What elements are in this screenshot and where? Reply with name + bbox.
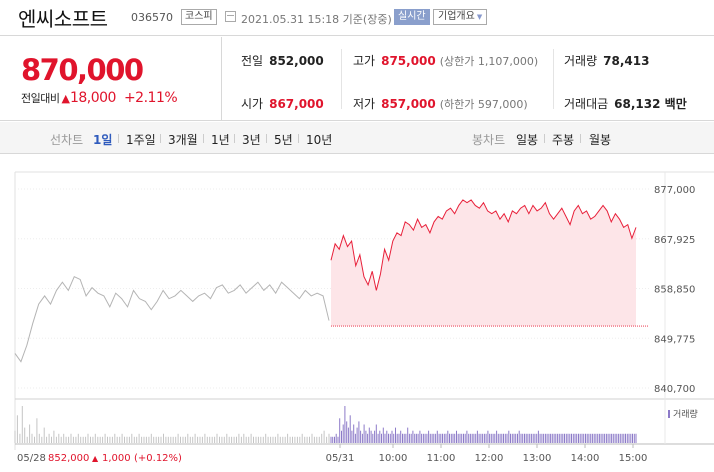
prev-day-price: 852,000 <box>48 453 89 464</box>
company-overview-dropdown[interactable]: 기업개요 ▼ <box>433 9 488 25</box>
y-axis-ticks: 877,000 867,925 858,850 849,775 840,700 <box>654 185 695 395</box>
divider <box>298 134 299 143</box>
x-tick-label: 11:00 <box>427 453 456 464</box>
chart-toolbar: 선차트 1일 1주일 3개월 1년 3년 5년 10년 봉차트 일봉 주봉 월봉 <box>0 122 714 154</box>
low-cell: 저가 857,000 (하한가 597,000) <box>353 95 528 112</box>
open-value: 867,000 <box>269 97 324 111</box>
lower-limit: (하한가 597,000) <box>439 98 528 111</box>
prev-close-label: 전일 <box>241 54 264 68</box>
prev-day-summary: 05/28 852,000 ▲ 1,000 (+0.12%) <box>17 453 182 464</box>
volume-legend-swatch <box>668 410 670 418</box>
price-change: 전일대비 ▲18,000 +2.11% <box>21 90 178 106</box>
up-arrow-icon: ▲ <box>61 92 70 105</box>
period-1y[interactable]: 1년 <box>211 133 230 147</box>
period-3m[interactable]: 3개월 <box>168 133 198 147</box>
prev-close-value: 852,000 <box>269 54 324 68</box>
stock-name: 엔씨소프트 <box>18 7 108 31</box>
high-label: 고가 <box>353 54 376 68</box>
company-overview-label: 기업개요 <box>438 11 475 22</box>
divider <box>266 134 267 143</box>
amount-value: 68,132 백만 <box>614 97 687 111</box>
amount-label: 거래대금 <box>564 97 609 111</box>
prev-day-change: 1,000 <box>102 453 131 464</box>
divider <box>234 134 235 143</box>
divider <box>341 49 342 109</box>
change-label: 전일대비 <box>21 92 60 105</box>
period-10y[interactable]: 10년 <box>306 133 333 147</box>
divider <box>544 134 545 143</box>
realtime-button[interactable]: 실시간 <box>394 9 430 25</box>
stock-header: 엔씨소프트 036570 코스피 2021.05.31 15:18 기준(장중)… <box>0 0 714 36</box>
prev-day-date: 05/28 <box>17 453 46 464</box>
today-line <box>330 199 637 291</box>
divider <box>553 49 554 109</box>
current-price: 870,000 <box>21 53 144 87</box>
prev-close-cell: 전일 852,000 <box>241 52 324 69</box>
low-label: 저가 <box>353 97 376 111</box>
price-chart[interactable]: 877,000 867,925 858,850 849,775 840,700 05/3… <box>0 154 714 472</box>
price-series <box>14 199 648 363</box>
change-amount: 18,000 <box>69 90 117 106</box>
open-cell: 시가 867,000 <box>241 95 324 112</box>
price-block: 870,000 전일대비 ▲18,000 +2.11% <box>0 37 222 121</box>
x-tick-label: 13:00 <box>523 453 552 464</box>
candle-daily[interactable]: 일봉 <box>516 133 539 147</box>
volume-label: 거래량 <box>564 54 598 68</box>
x-tick-label: 15:00 <box>619 453 648 464</box>
today-fill-area <box>331 199 636 327</box>
chart-grid <box>14 171 714 450</box>
chevron-down-icon: ▼ <box>476 13 483 21</box>
x-tick-label: 14:00 <box>571 453 600 464</box>
amount-cell: 거래대금 68,132 백만 <box>564 95 687 112</box>
volume-bars <box>14 406 637 443</box>
line-chart-label: 선차트 <box>50 133 84 147</box>
high-value: 875,000 <box>381 54 436 68</box>
high-cell: 고가 875,000 (상한가 1,107,000) <box>353 52 538 69</box>
prev-day-line <box>14 276 330 363</box>
period-1w[interactable]: 1주일 <box>126 133 156 147</box>
period-3y[interactable]: 3년 <box>242 133 261 147</box>
y-tick-label: 867,925 <box>654 235 695 246</box>
y-tick-label: 877,000 <box>654 185 695 196</box>
x-axis-ticks: 05/31 10:00 11:00 12:00 13:00 14:00 15:00 <box>326 444 648 464</box>
x-tick-label: 10:00 <box>379 453 408 464</box>
prev-day-percent: (+0.12%) <box>134 453 182 464</box>
calendar-icon <box>225 11 236 22</box>
open-label: 시가 <box>241 97 264 111</box>
x-tick-label: 12:00 <box>475 453 504 464</box>
market-badge: 코스피 <box>181 9 217 25</box>
period-5y[interactable]: 5년 <box>274 133 293 147</box>
y-tick-label: 858,850 <box>654 285 695 296</box>
volume-legend: 거래량 <box>673 408 698 420</box>
quote-panel: 870,000 전일대비 ▲18,000 +2.11% 전일 852,000 고가 87… <box>0 37 714 121</box>
candle-monthly[interactable]: 월봉 <box>589 133 612 147</box>
up-arrow-icon: ▲ <box>92 454 99 463</box>
upper-limit: (상한가 1,107,000) <box>439 55 539 68</box>
x-tick-label: 05/31 <box>326 453 355 464</box>
divider <box>160 134 161 143</box>
low-value: 857,000 <box>381 97 436 111</box>
quote-timestamp: 2021.05.31 15:18 기준(장중) <box>241 13 392 26</box>
y-tick-label: 849,775 <box>654 334 695 345</box>
y-tick-label: 840,700 <box>654 384 695 395</box>
volume-cell: 거래량 78,413 <box>564 52 649 69</box>
candle-chart-label: 봉차트 <box>472 133 506 147</box>
chart-canvas: 877,000 867,925 858,850 849,775 840,700 05/3… <box>14 171 714 464</box>
divider <box>203 134 204 143</box>
candle-weekly[interactable]: 주봉 <box>552 133 575 147</box>
change-percent: +2.11% <box>123 90 178 106</box>
divider <box>118 134 119 143</box>
volume-value: 78,413 <box>603 54 650 68</box>
divider <box>580 134 581 143</box>
period-1d[interactable]: 1일 <box>93 133 113 147</box>
stock-code: 036570 <box>131 11 173 24</box>
